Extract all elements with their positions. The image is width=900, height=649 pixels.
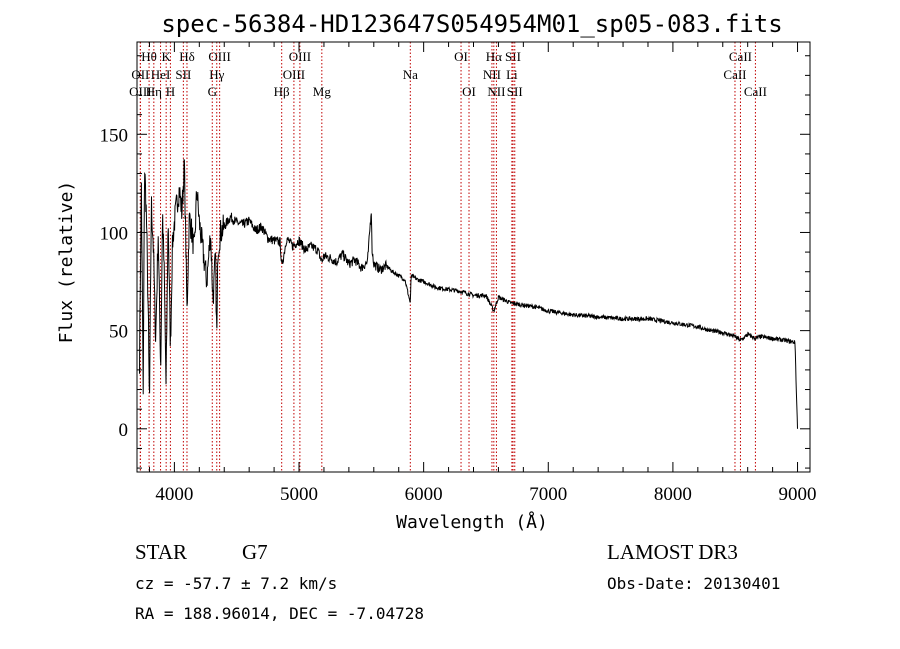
flux-series-line (139, 158, 798, 429)
line-marker-label: OIII (129, 84, 151, 99)
line-marker-label: G (208, 84, 217, 99)
line-marker-label: Hβ (274, 84, 290, 99)
line-marker-label: OIII (289, 49, 311, 64)
line-marker-label: Mg (313, 84, 332, 99)
line-marker-label: Li (506, 67, 518, 82)
line-marker-label: H (166, 84, 175, 99)
line-marker-label: Na (403, 67, 418, 82)
y-tick-label: 50 (109, 322, 128, 343)
line-marker-label: Hθ (141, 49, 157, 64)
redshift-cz: cz = -57.7 ± 7.2 km/s (135, 574, 337, 593)
object-type: STAR (135, 540, 187, 564)
obs-date: Obs-Date: 20130401 (607, 574, 780, 593)
x-axis: 4000 5000 6000 7000 8000 9000 (148, 42, 817, 505)
line-marker-label: OIII (208, 49, 230, 64)
line-marker-label: Hη (146, 84, 162, 99)
line-marker-label: CaII (729, 49, 752, 64)
line-marker-label: K (161, 49, 171, 64)
line-marker-label: OI (462, 84, 476, 99)
chart-title: spec-56384-HD123647S054954M01_sp05-083.f… (161, 10, 782, 38)
line-marker-label: SII (507, 84, 523, 99)
y-tick-label: 0 (119, 420, 129, 441)
line-marker-label: Hγ (209, 67, 224, 82)
x-tick-label: 9000 (779, 484, 817, 505)
y-axis: 0 50 100 150 (100, 55, 810, 469)
x-axis-label: Wavelength (Å) (396, 511, 548, 533)
y-axis-label: Flux (relative) (56, 181, 77, 344)
line-marker-label: NII (483, 67, 501, 82)
line-marker-label: CaII (744, 84, 767, 99)
subclass: G7 (242, 540, 268, 564)
line-marker-label: SII (505, 49, 521, 64)
line-marker-label: NII (487, 84, 505, 99)
line-marker-label: HeI (151, 67, 171, 82)
coordinates: RA = 188.96014, DEC = -7.04728 (135, 604, 424, 623)
plot-frame (136, 41, 811, 473)
x-tick-label: 5000 (280, 484, 318, 505)
line-marker-label: SII (175, 67, 191, 82)
x-tick-label: 7000 (529, 484, 567, 505)
line-marker-label: CaII (723, 67, 746, 82)
y-tick-label: 150 (100, 125, 129, 146)
line-marker-label: Hα (486, 49, 502, 64)
x-tick-label: 4000 (155, 484, 193, 505)
x-tick-label: 6000 (405, 484, 443, 505)
line-marker-label: OIII (283, 67, 305, 82)
y-tick-label: 100 (100, 223, 129, 244)
x-tick-label: 8000 (654, 484, 692, 505)
line-marker-label: Hδ (179, 49, 195, 64)
survey-name: LAMOST DR3 (607, 540, 738, 564)
line-marker-label: OI (454, 49, 468, 64)
